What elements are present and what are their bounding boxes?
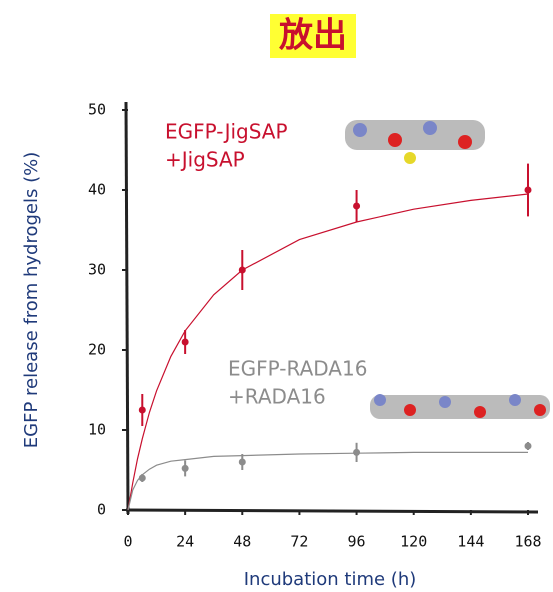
data-point — [525, 187, 532, 194]
series-label: +JigSAP — [165, 148, 245, 172]
series-label: EGFP-JigSAP — [165, 120, 288, 144]
y-tick-label: 30 — [88, 261, 106, 279]
data-point — [353, 203, 360, 210]
data-point — [182, 465, 189, 472]
data-point — [525, 443, 532, 450]
y-tick-label: 40 — [88, 181, 106, 199]
molecule-1 — [345, 120, 485, 164]
data-point — [239, 459, 246, 466]
fit-line — [128, 194, 528, 510]
data-point — [139, 407, 146, 414]
x-axis-title: Incubation time (h) — [244, 569, 417, 590]
x-axis — [126, 510, 538, 512]
x-tick-label: 72 — [290, 533, 308, 551]
data-point — [353, 449, 360, 456]
data-point — [139, 475, 146, 482]
x-tick-label: 24 — [176, 533, 194, 551]
y-tick-label: 0 — [97, 501, 106, 519]
data-point — [182, 339, 189, 346]
series-label: EGFP-RADA16 — [228, 357, 367, 381]
x-tick-label: 96 — [348, 533, 366, 551]
y-tick-label: 10 — [88, 421, 106, 439]
molecule-2 — [370, 394, 550, 419]
fit-line — [128, 452, 528, 510]
y-axis-title: EGFP release from hydrogels (%) — [21, 152, 42, 448]
series-label: +RADA16 — [228, 385, 326, 409]
x-tick-label: 120 — [400, 533, 427, 551]
chart-title: 放出 — [279, 16, 347, 56]
x-tick-label: 48 — [233, 533, 251, 551]
data-point — [239, 267, 246, 274]
x-tick-label: 144 — [457, 533, 484, 551]
x-tick-label: 0 — [123, 533, 132, 551]
chart: 放出 EGFP release from hydrogels (%) Incub… — [0, 0, 553, 592]
y-tick-label: 20 — [88, 341, 106, 359]
y-tick-label: 50 — [88, 101, 106, 119]
x-tick-label: 168 — [514, 533, 541, 551]
y-axis — [126, 102, 128, 514]
